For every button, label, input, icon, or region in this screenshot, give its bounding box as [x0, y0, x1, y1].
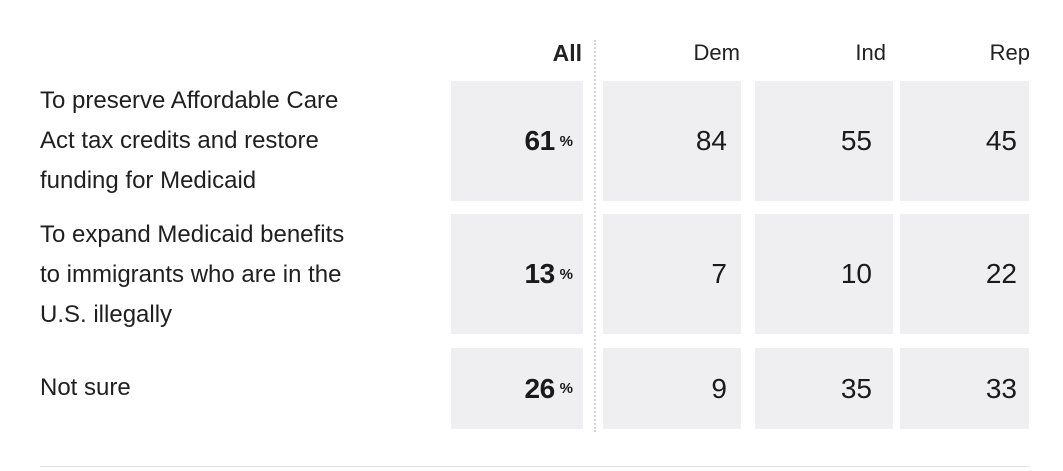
- value-rep: 45: [985, 125, 1017, 156]
- column-header-ind: Ind: [855, 40, 886, 65]
- cell-all: 13%: [451, 214, 583, 334]
- row-label-line: Act tax credits and restore: [40, 127, 319, 154]
- value-all: 26: [524, 372, 556, 404]
- column-header-dem: Dem: [693, 40, 740, 65]
- value-ind: 35: [840, 372, 872, 404]
- cell-ind: 55: [755, 81, 893, 201]
- value-rep: 33: [985, 372, 1017, 404]
- row-label-line: To preserve Affordable Care: [40, 87, 339, 114]
- value-all: 13: [524, 258, 556, 289]
- value-all: 61: [524, 125, 556, 156]
- percent-sign: %: [559, 380, 573, 397]
- cell-rep: 45: [900, 81, 1029, 201]
- table-row: To expand Medicaid benefits to immigrants…: [0, 214, 1063, 334]
- value-dem: 84: [695, 125, 727, 156]
- percent-sign: %: [559, 132, 573, 150]
- row-label: To preserve Affordable Care Act tax credi…: [40, 81, 430, 201]
- row-label-line: To expand Medicaid benefits: [40, 221, 345, 248]
- value-dem: 7: [711, 258, 727, 289]
- value-rep: 22: [985, 258, 1017, 289]
- cell-ind: 10: [755, 214, 893, 334]
- cell-dem: 7: [603, 214, 741, 334]
- row-label: To expand Medicaid benefits to immigrants…: [40, 215, 430, 335]
- table-row: Not sure 26% 9 35 33: [0, 348, 1063, 429]
- table-row: To preserve Affordable Care Act tax credi…: [0, 81, 1063, 201]
- cell-all: 26%: [451, 348, 583, 429]
- column-header-all: All: [552, 40, 582, 66]
- cell-all: 61%: [451, 81, 583, 201]
- bottom-rule: [40, 466, 1030, 467]
- row-label-line: to immigrants who are in the: [40, 261, 342, 288]
- cell-ind: 35: [755, 348, 893, 429]
- value-ind: 55: [840, 125, 872, 156]
- cell-rep: 22: [900, 214, 1029, 334]
- cell-dem: 9: [603, 348, 741, 429]
- cell-dem: 84: [603, 81, 741, 201]
- cell-rep: 33: [900, 348, 1029, 429]
- row-label: Not sure: [40, 368, 430, 408]
- row-label-line: funding for Medicaid: [40, 167, 257, 194]
- percent-sign: %: [559, 265, 573, 283]
- row-label-line: Not sure: [40, 374, 131, 401]
- row-label-line: U.S. illegally: [40, 301, 173, 328]
- value-dem: 9: [711, 372, 727, 404]
- column-divider: [594, 40, 596, 432]
- column-header-rep: Rep: [989, 40, 1030, 65]
- value-ind: 10: [840, 258, 872, 289]
